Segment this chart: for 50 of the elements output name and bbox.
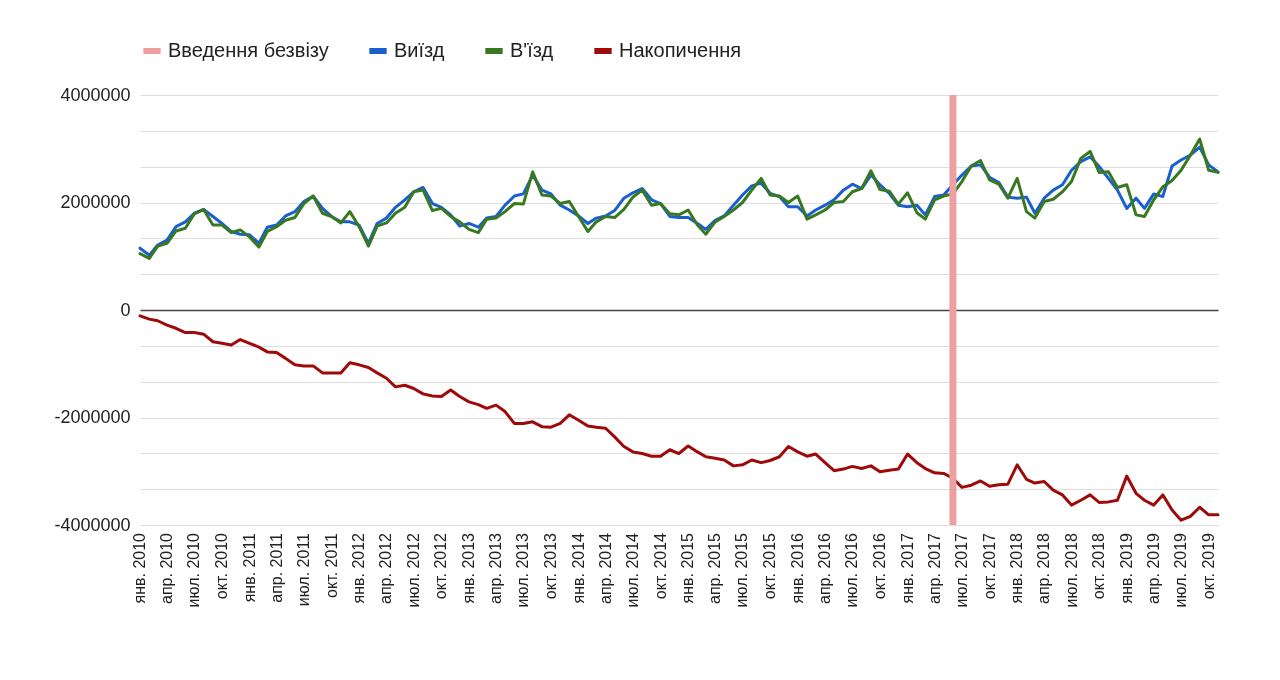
y-tick-label: 4000000 [60,84,131,105]
x-tick-label: апр. 2013 [487,532,505,604]
x-tick-label: янв. 2010 [131,532,148,604]
y-tick-label: -4000000 [54,514,131,535]
x-tick-label: июл. 2019 [1172,532,1190,608]
x-tick-label: янв. 2011 [240,532,258,603]
line-series [138,314,1220,522]
x-tick-label: янв. 2018 [1008,532,1026,604]
x-tick-label: янв. 2019 [1117,532,1135,604]
x-tick-label: янв. 2016 [788,532,806,604]
x-tick-label: янв. 2014 [569,532,587,604]
x-tick-label: апр. 2012 [377,532,395,604]
x-tick-label: апр. 2014 [596,532,614,604]
x-tick-label: июл. 2014 [623,532,641,608]
x-tick-label: окт. 2014 [651,532,669,600]
x-tick-label: июл. 2010 [185,532,203,608]
legend-label: Накопичення [619,39,742,61]
x-tick-label: апр. 2010 [158,532,176,604]
y-tick-label: -2000000 [54,407,131,427]
x-tick-label: окт. 2019 [1199,532,1217,600]
x-tick-label: окт. 2013 [541,532,559,600]
x-tick-label: июл. 2015 [733,532,751,608]
y-tick-label: 2000000 [60,192,131,212]
x-tick-label: июл. 2012 [404,532,422,608]
x-tick-label: апр. 2015 [706,532,724,604]
x-tick-label: окт. 2015 [761,532,779,600]
x-tick-label: апр. 2019 [1144,532,1162,604]
legend-label: Введення безвізу [168,39,329,61]
x-tick-label: июл. 2013 [514,532,532,608]
x-tick-label: апр. 2018 [1035,532,1053,604]
legend-label: Виїзд [394,39,445,61]
x-tick-label: янв. 2013 [460,532,478,604]
x-tick-label: апр. 2016 [816,532,834,604]
x-tick-label: апр. 2011 [267,532,285,603]
x-tick-label: июл. 2017 [952,532,970,608]
x-tick-label: янв. 2015 [679,532,697,604]
x-tick-label: янв. 2017 [898,532,916,604]
x-tick-label: июл. 2016 [843,532,861,608]
x-tick-label: окт. 2016 [870,532,888,600]
x-tick-label: апр. 2017 [925,532,943,604]
x-tick-label: окт. 2010 [212,532,230,600]
x-tick-label: янв. 2012 [350,532,368,604]
x-tick-label: окт. 2012 [432,532,450,600]
x-tick-label: окт. 2017 [980,532,998,600]
x-tick-label: окт. 2018 [1090,532,1108,600]
legend-label: В'їзд [510,39,554,61]
x-tick-label: июл. 2018 [1062,532,1080,608]
x-tick-label: июл. 2011 [294,532,312,607]
y-tick-label: 0 [120,299,131,320]
x-tick-label: окт. 2011 [322,532,340,598]
